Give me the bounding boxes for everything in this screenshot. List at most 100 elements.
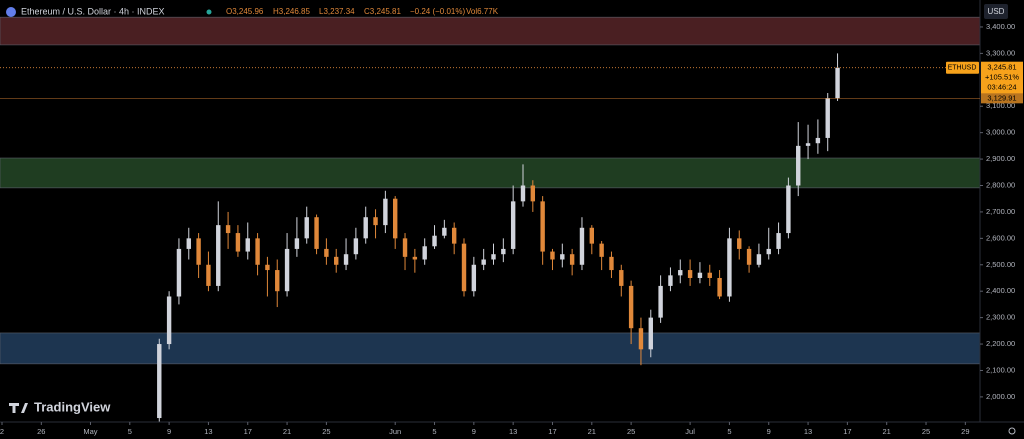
candle-body [196, 238, 201, 265]
price-badge [981, 61, 1023, 94]
candle-body [579, 227, 585, 265]
candle-body [628, 285, 634, 329]
candle-body [373, 217, 378, 226]
candle-body [393, 198, 398, 239]
candle-body [294, 238, 300, 249]
x-tick-label: 9 [472, 427, 476, 436]
x-tick-label: 13 [204, 427, 212, 436]
countdown-label: 03:46:24 [987, 83, 1016, 92]
candle-body [353, 238, 359, 255]
candle-body [668, 275, 673, 286]
candle-body [560, 254, 565, 260]
candle-body [422, 246, 427, 260]
y-tick-label: 3,000.00 [986, 128, 1015, 137]
zone [0, 332, 981, 365]
candle-body [324, 248, 329, 257]
zone [0, 157, 981, 189]
candle-body [599, 243, 604, 257]
y-tick-label: 3,400.00 [986, 22, 1015, 31]
ohlc-low: L3,237.34 [319, 7, 355, 16]
x-tick-label: 17 [244, 427, 252, 436]
candle-body [727, 238, 732, 297]
candle-body [550, 251, 555, 260]
candle-body [501, 248, 506, 255]
candle-body [363, 217, 368, 239]
zone [0, 16, 981, 46]
candle-body [678, 270, 683, 276]
candle-body [461, 243, 467, 292]
candle-body [815, 137, 821, 144]
candle-body [442, 227, 447, 236]
x-tick-label: 13 [804, 427, 812, 436]
candle-body [540, 201, 545, 252]
y-tick-label: 2,300.00 [986, 313, 1015, 322]
candle-body [206, 264, 211, 286]
candle-body [186, 238, 191, 249]
candle-body [176, 248, 182, 297]
x-tick-label: 2 [0, 427, 4, 436]
y-tick-label: 2,200.00 [986, 339, 1015, 348]
candle-body [166, 296, 172, 345]
symbol-label: ETHUSD [948, 65, 977, 72]
candle-body [658, 285, 663, 318]
candle-body [609, 256, 614, 271]
candle-body [481, 259, 486, 265]
x-tick-label: 9 [167, 427, 171, 436]
y-tick-label: 2,100.00 [986, 365, 1015, 374]
candle-body [687, 270, 693, 278]
currency-button[interactable] [984, 4, 1008, 19]
x-tick-label: 26 [37, 427, 45, 436]
candle-body [589, 227, 594, 244]
candle-body [245, 238, 250, 252]
candle-body [491, 254, 496, 260]
candle-body [157, 344, 162, 419]
candle-body [530, 185, 536, 202]
x-tick-label: 21 [883, 427, 891, 436]
y-tick-label: 2,400.00 [986, 286, 1015, 295]
x-tick-label: 25 [922, 427, 930, 436]
reference-price-text: 3,129.91 [987, 93, 1016, 102]
candle-body [402, 238, 408, 257]
candle-body [284, 248, 290, 292]
candle-body [638, 328, 644, 350]
candle-body [717, 277, 722, 297]
brand: TradingView [34, 399, 111, 414]
brand-logo [9, 403, 28, 413]
candle-body [805, 143, 811, 146]
y-tick-label: 2,000.00 [986, 392, 1015, 401]
candle-body [216, 225, 221, 286]
ohlc-high: H3,246.85 [273, 7, 310, 16]
candle-body [746, 248, 752, 265]
x-tick-label: May [83, 427, 97, 436]
ohlc-close: C3,245.81 [364, 7, 401, 16]
x-tick-label: 21 [588, 427, 596, 436]
x-tick-label: 9 [767, 427, 771, 436]
x-tick-label: 29 [961, 427, 969, 436]
symbol-badge [946, 61, 979, 74]
x-tick-label: 5 [128, 427, 132, 436]
x-tick-label: 25 [322, 427, 330, 436]
x-tick-label: 17 [843, 427, 851, 436]
candle-body [383, 198, 388, 226]
settings-icon[interactable] [1008, 427, 1016, 435]
currency-label[interactable]: USD [988, 7, 1005, 16]
x-tick-label: Jun [389, 427, 401, 436]
candle-body [432, 235, 437, 247]
chart-title: Ethereum / U.S. Dollar · 4h · INDEX [21, 6, 165, 16]
y-tick-label: 2,800.00 [986, 180, 1015, 189]
candle-body [235, 233, 241, 252]
status-dot [206, 9, 212, 15]
x-tick-label: 25 [627, 427, 635, 436]
change-label: +105.51% [985, 73, 1019, 82]
candle-body [520, 185, 526, 202]
x-tick-label: 21 [283, 427, 291, 436]
candle-body [825, 98, 830, 138]
candle-body [766, 248, 771, 255]
x-tick-label: Jul [685, 427, 695, 436]
candle-body [737, 238, 742, 249]
candle-body [225, 225, 231, 234]
ohlc-open: O3,245.96 [226, 7, 264, 16]
y-tick-label: 3,100.00 [986, 101, 1015, 110]
x-tick-label: 13 [509, 427, 517, 436]
